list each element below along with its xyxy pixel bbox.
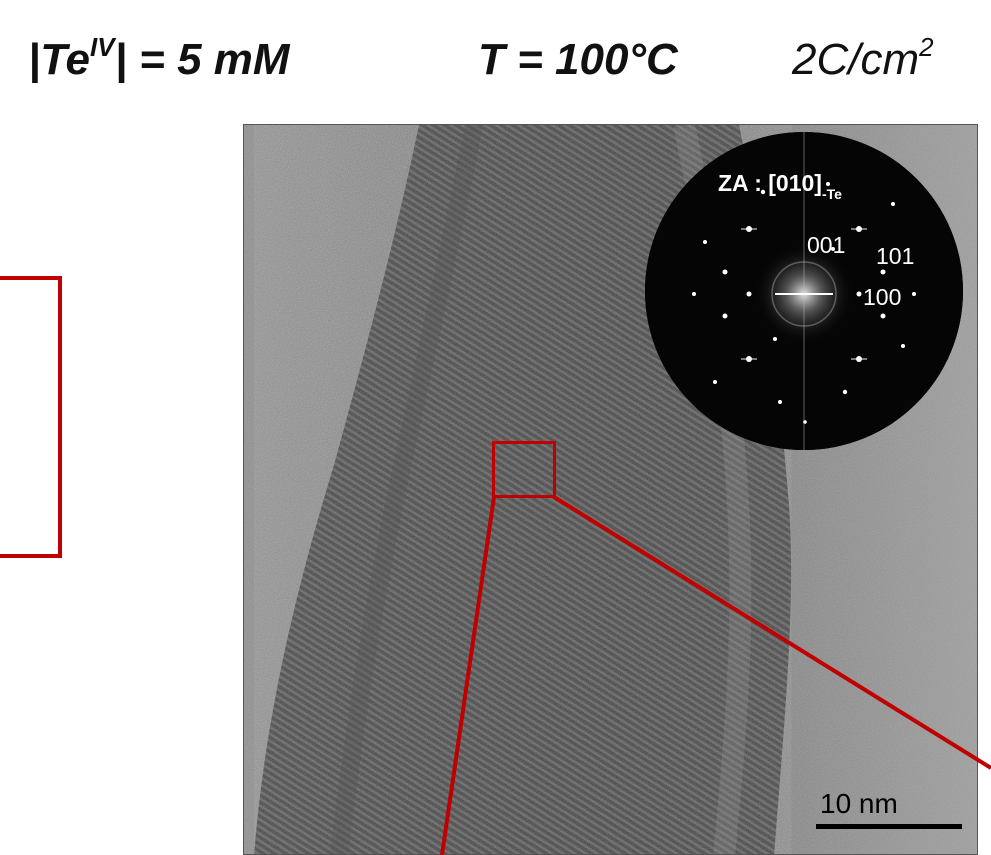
- scale-bar-label: 10 nm: [820, 788, 898, 819]
- figure-title-row: |TeIV| = 5 mM T = 100°C 2C/cm2: [0, 30, 991, 90]
- reflection-label-101: 101: [876, 243, 915, 269]
- charge-density-label: 2C/cm2: [792, 32, 934, 84]
- temperature-label: T = 100°C: [478, 35, 678, 84]
- reflection-label-001: 001: [807, 232, 846, 258]
- scale-bar: [816, 824, 962, 829]
- region-of-interest-box: [492, 441, 556, 498]
- fft-diffraction-inset: [645, 132, 963, 450]
- reflection-label-100: 100: [863, 284, 902, 310]
- concentration-label: |TeIV| = 5 mM: [28, 32, 290, 84]
- zone-axis-label: ZA : [010]-Te: [718, 170, 842, 202]
- previous-panel-highlight-box: [0, 276, 62, 558]
